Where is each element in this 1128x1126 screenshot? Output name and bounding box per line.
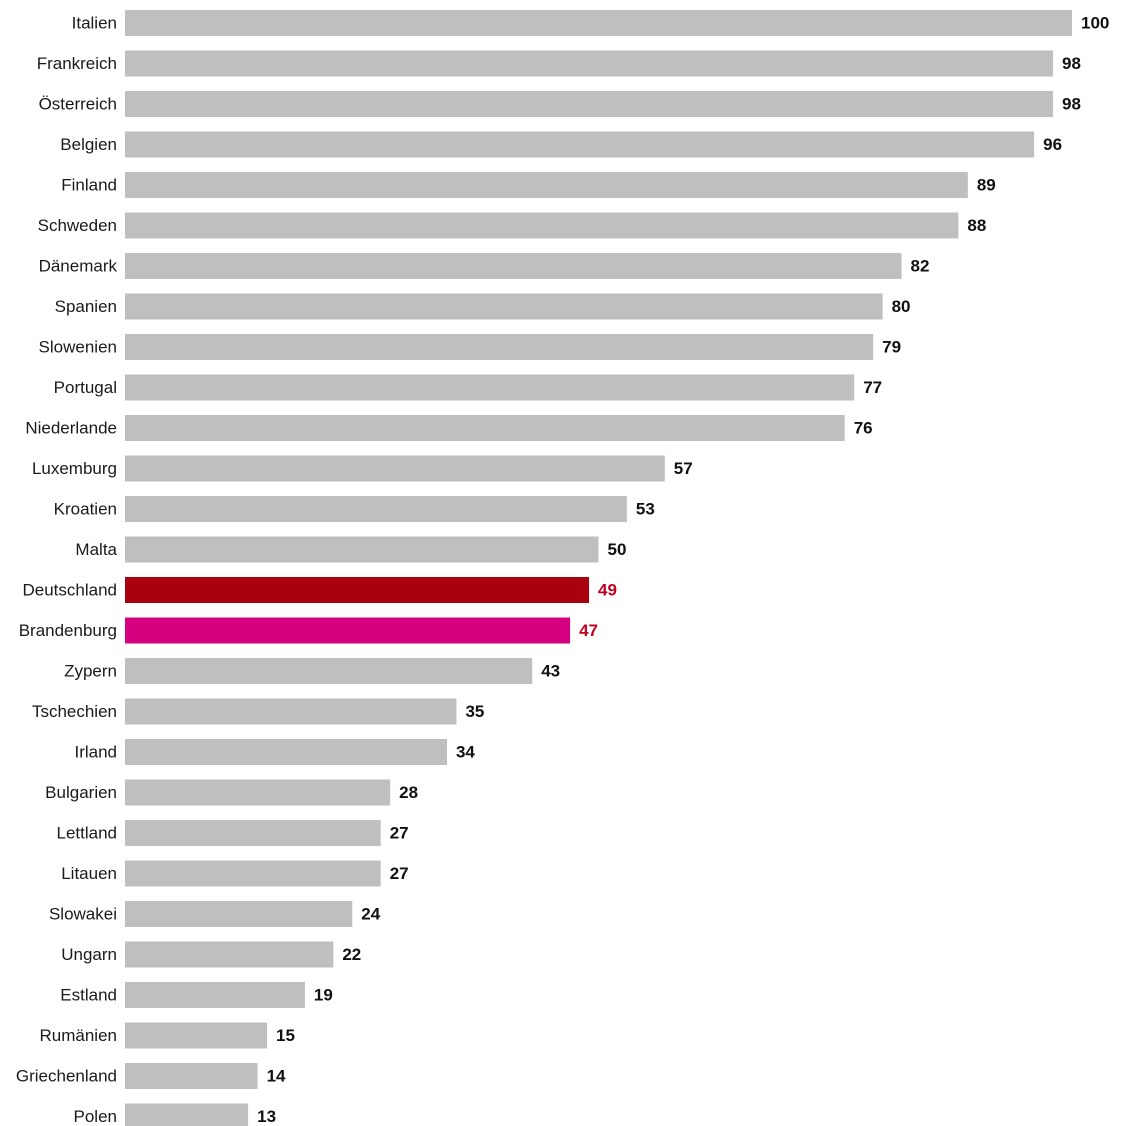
category-label: Dänemark [39,257,118,276]
bar [125,577,590,603]
category-label: Kroatien [54,500,117,519]
category-label: Polen [74,1107,117,1126]
bar [125,10,1072,36]
value-label: 14 [267,1067,286,1086]
bar [125,982,305,1008]
category-label: Spanien [55,297,117,316]
value-label: 79 [882,338,901,357]
bar [125,739,447,765]
bar [125,91,1054,117]
bar [125,536,599,563]
value-label: 49 [598,581,617,600]
bar [125,415,845,441]
value-label: 98 [1062,54,1081,73]
value-label: 43 [541,662,560,681]
value-label: 80 [892,297,911,316]
value-label: 22 [342,945,361,964]
bar [125,374,855,401]
category-label: Bulgarien [45,783,117,802]
category-label: Belgien [60,135,117,154]
category-label: Luxemburg [32,459,117,478]
category-label: Portugal [54,378,117,397]
category-label: Griechenland [16,1067,117,1086]
bar [125,50,1054,77]
bar [125,212,959,239]
value-label: 82 [911,257,930,276]
category-label: Tschechien [32,702,117,721]
value-label: 96 [1043,135,1062,154]
value-label: 28 [399,783,418,802]
category-label: Rumänien [40,1026,118,1045]
value-label: 76 [854,419,873,438]
category-label: Estland [60,986,117,1005]
value-label: 15 [276,1026,295,1045]
category-label: Slowenien [39,338,117,357]
bar [125,496,627,522]
bar [125,779,391,806]
bar [125,334,874,360]
value-label: 77 [863,378,882,397]
category-label: Niederlande [25,419,117,438]
category-label: Malta [75,540,117,559]
bar [125,1022,268,1049]
value-label: 35 [465,702,484,721]
value-label: 98 [1062,95,1081,114]
value-label: 47 [579,621,598,640]
bar [125,455,665,482]
value-label: 53 [636,500,655,519]
category-label: Zypern [64,662,117,681]
category-label: Deutschland [22,581,117,600]
value-label: 89 [977,176,996,195]
bar [125,901,353,927]
category-label: Brandenburg [19,621,117,640]
category-label: Irland [74,743,117,762]
value-label: 27 [390,824,409,843]
bar [125,253,902,279]
bar [125,293,883,320]
value-label: 88 [967,216,986,235]
bar [125,941,334,968]
value-label: 13 [257,1107,276,1126]
bar [125,658,533,684]
value-label: 27 [390,864,409,883]
category-label: Frankreich [37,54,117,73]
bar [125,131,1035,158]
bar [125,172,968,198]
bar [125,860,381,887]
category-label: Ungarn [61,945,117,964]
category-label: Slowakei [49,905,117,924]
value-label: 34 [456,743,475,762]
category-label: Schweden [38,216,117,235]
category-label: Italien [72,14,117,33]
category-label: Finland [61,176,117,195]
category-label: Österreich [39,95,117,114]
category-label: Litauen [61,864,117,883]
value-label: 50 [608,540,627,559]
bar [125,698,457,725]
category-label: Lettland [57,824,118,843]
value-label: 24 [361,905,380,924]
value-label: 100 [1081,14,1109,33]
value-label: 19 [314,986,333,1005]
bar [125,820,381,846]
value-label: 57 [674,459,693,478]
bar [125,1103,249,1126]
bar [125,1063,258,1089]
bar [125,617,571,644]
